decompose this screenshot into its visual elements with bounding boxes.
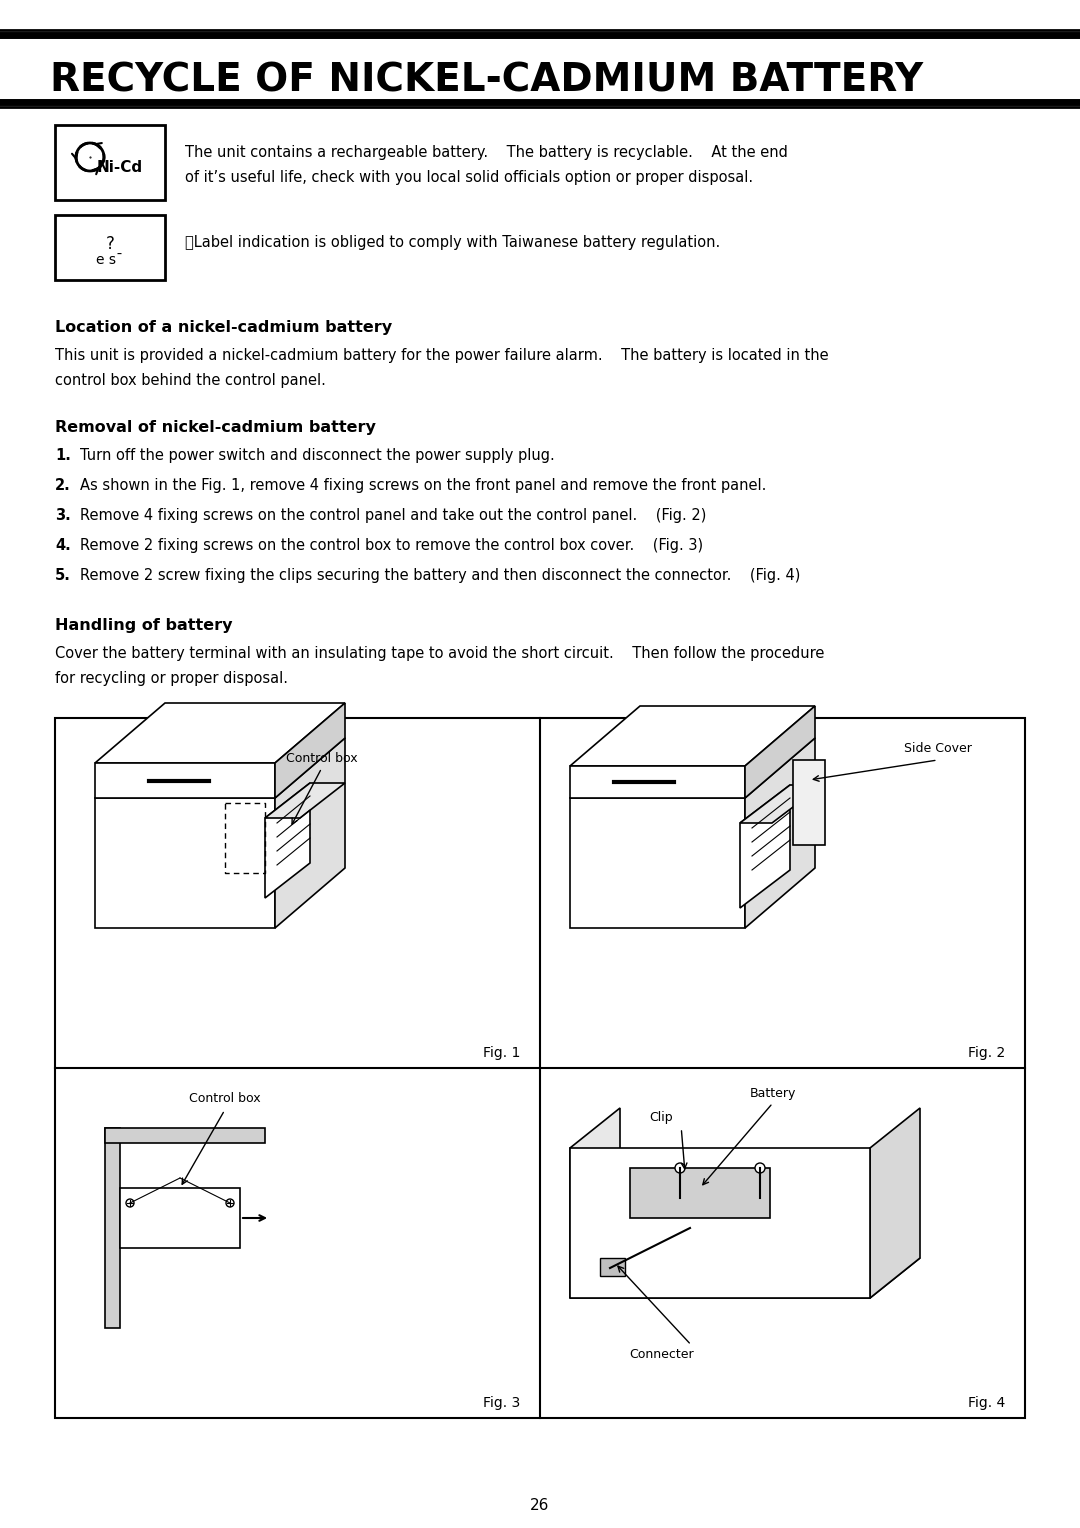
- Polygon shape: [275, 703, 345, 798]
- Text: 3.: 3.: [55, 507, 71, 523]
- Text: Fig. 3: Fig. 3: [483, 1397, 519, 1410]
- Polygon shape: [740, 785, 822, 824]
- Text: Fig. 4: Fig. 4: [968, 1397, 1005, 1410]
- Circle shape: [226, 1199, 234, 1207]
- Text: Control box: Control box: [189, 1091, 260, 1105]
- Text: Fig. 2: Fig. 2: [968, 1047, 1005, 1060]
- Circle shape: [755, 1163, 765, 1174]
- Polygon shape: [265, 782, 345, 817]
- Text: Turn off the power switch and disconnect the power supply plug.: Turn off the power switch and disconnect…: [80, 448, 555, 463]
- Text: Removal of nickel-cadmium battery: Removal of nickel-cadmium battery: [55, 420, 376, 435]
- Text: Remove 2 fixing screws on the control box to remove the control box cover.    (F: Remove 2 fixing screws on the control bo…: [80, 538, 703, 553]
- Polygon shape: [95, 703, 345, 762]
- Polygon shape: [95, 738, 345, 798]
- Text: e s¯: e s¯: [96, 254, 123, 267]
- Bar: [55, 718, 1025, 1418]
- Polygon shape: [740, 785, 789, 908]
- Polygon shape: [105, 1128, 120, 1328]
- Polygon shape: [570, 706, 815, 766]
- Circle shape: [126, 1199, 134, 1207]
- Bar: [630, 1167, 770, 1218]
- Polygon shape: [570, 798, 745, 927]
- Polygon shape: [95, 762, 275, 798]
- Text: ?: ?: [106, 235, 114, 254]
- Text: Side Cover: Side Cover: [904, 741, 972, 755]
- Bar: [600, 1258, 625, 1276]
- Text: of it’s useful life, check with you local solid officials option or proper dispo: of it’s useful life, check with you loca…: [185, 170, 753, 185]
- Text: Location of a nickel-cadmium battery: Location of a nickel-cadmium battery: [55, 319, 392, 335]
- Text: This unit is provided a nickel-cadmium battery for the power failure alarm.    T: This unit is provided a nickel-cadmium b…: [55, 348, 828, 388]
- Bar: [55, 125, 165, 200]
- Text: 4.: 4.: [55, 538, 71, 553]
- Polygon shape: [870, 1108, 920, 1297]
- Text: Clip: Clip: [649, 1111, 673, 1125]
- Polygon shape: [745, 706, 815, 798]
- Text: As shown in the Fig. 1, remove 4 fixing screws on the front panel and remove the: As shown in the Fig. 1, remove 4 fixing …: [80, 478, 767, 494]
- Polygon shape: [275, 738, 345, 927]
- Polygon shape: [95, 798, 275, 927]
- Polygon shape: [793, 759, 825, 845]
- Polygon shape: [745, 738, 815, 927]
- Polygon shape: [105, 1128, 265, 1143]
- Text: Control box: Control box: [286, 752, 357, 764]
- Text: Cover the battery terminal with an insulating tape to avoid the short circuit.  : Cover the battery terminal with an insul…: [55, 646, 824, 686]
- Text: Remove 2 screw fixing the clips securing the battery and then disconnect the con: Remove 2 screw fixing the clips securing…: [80, 568, 800, 584]
- Text: 2.: 2.: [55, 478, 71, 494]
- Polygon shape: [570, 766, 745, 798]
- Text: 26: 26: [530, 1497, 550, 1513]
- Bar: [55, 215, 165, 280]
- Text: Connecter: Connecter: [629, 1349, 693, 1361]
- Text: Handling of battery: Handling of battery: [55, 617, 232, 633]
- Text: 5.: 5.: [55, 568, 71, 584]
- Polygon shape: [570, 1148, 870, 1297]
- Polygon shape: [265, 782, 310, 898]
- Text: Remove 4 fixing screws on the control panel and take out the control panel.    (: Remove 4 fixing screws on the control pa…: [80, 507, 706, 523]
- Polygon shape: [570, 1258, 920, 1297]
- Bar: [120, 1187, 240, 1248]
- Text: RECYCLE OF NICKEL-CADMIUM BATTERY: RECYCLE OF NICKEL-CADMIUM BATTERY: [50, 61, 923, 99]
- Text: 。Label indication is obliged to comply with Taiwanese battery regulation.: 。Label indication is obliged to comply w…: [185, 235, 720, 251]
- Text: Fig. 1: Fig. 1: [483, 1047, 519, 1060]
- Circle shape: [675, 1163, 685, 1174]
- Text: Battery: Battery: [750, 1086, 796, 1100]
- Polygon shape: [570, 738, 815, 798]
- Polygon shape: [570, 1108, 620, 1297]
- Text: The unit contains a rechargeable battery.    The battery is recyclable.    At th: The unit contains a rechargeable battery…: [185, 145, 788, 160]
- Text: 1.: 1.: [55, 448, 71, 463]
- Text: Ni-Cd: Ni-Cd: [97, 159, 143, 174]
